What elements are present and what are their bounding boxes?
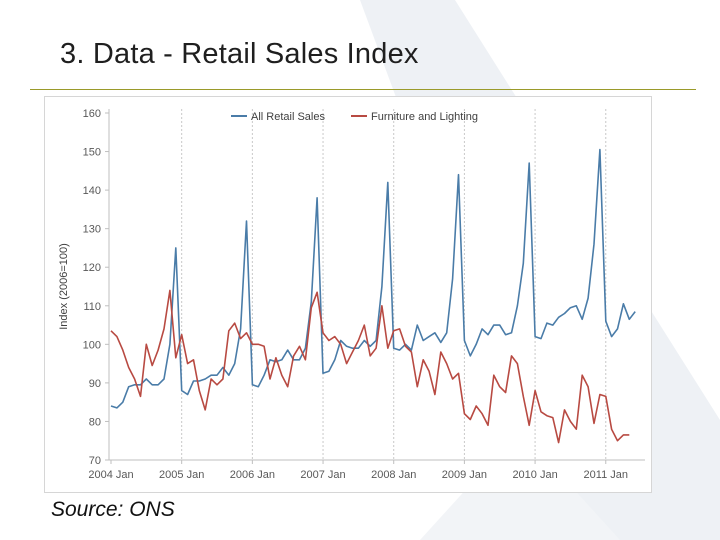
y-tick-label: 100	[83, 339, 101, 351]
y-tick-label: 130	[83, 224, 101, 236]
x-tick-label: 2011 Jan	[584, 469, 628, 481]
legend-all-retail-sales-label: All Retail Sales	[251, 111, 325, 123]
x-tick-label: 2007 Jan	[300, 469, 345, 481]
y-tick-label: 120	[83, 262, 101, 274]
x-tick-label: 2010 Jan	[512, 469, 557, 481]
series-line-furniture-and-lighting	[110, 289, 630, 444]
chart-frame: 70 80 90 100 110 120 130 140 150 160 2004 Jan 2005 …	[44, 96, 652, 493]
title-divider	[30, 89, 696, 90]
y-axis-label: Index (2006=100)	[58, 243, 70, 330]
retail-sales-chart: 70 80 90 100 110 120 130 140 150 160 2004 Jan 2005 …	[58, 108, 645, 481]
legend-furniture-and-lighting-label: Furniture and Lighting	[371, 111, 478, 123]
y-tick-label: 80	[89, 416, 101, 428]
series-line-all-retail-sales	[110, 148, 636, 409]
y-tick-label: 90	[89, 378, 101, 390]
source-caption: Source: ONS	[51, 498, 175, 521]
slide-title: 3. Data - Retail Sales Index	[60, 38, 419, 70]
y-tick-label: 140	[83, 185, 101, 197]
y-tick-label: 70	[89, 455, 101, 467]
y-tick-label: 160	[83, 108, 101, 120]
x-tick-label: 2005 Jan	[159, 469, 204, 481]
y-tick-label: 110	[83, 301, 101, 313]
x-tick-label: 2008 Jan	[371, 469, 416, 481]
x-tick-label: 2006 Jan	[230, 469, 275, 481]
x-tick-label: 2004 Jan	[88, 469, 133, 481]
y-tick-label: 150	[83, 147, 101, 159]
x-tick-label: 2009 Jan	[442, 469, 487, 481]
